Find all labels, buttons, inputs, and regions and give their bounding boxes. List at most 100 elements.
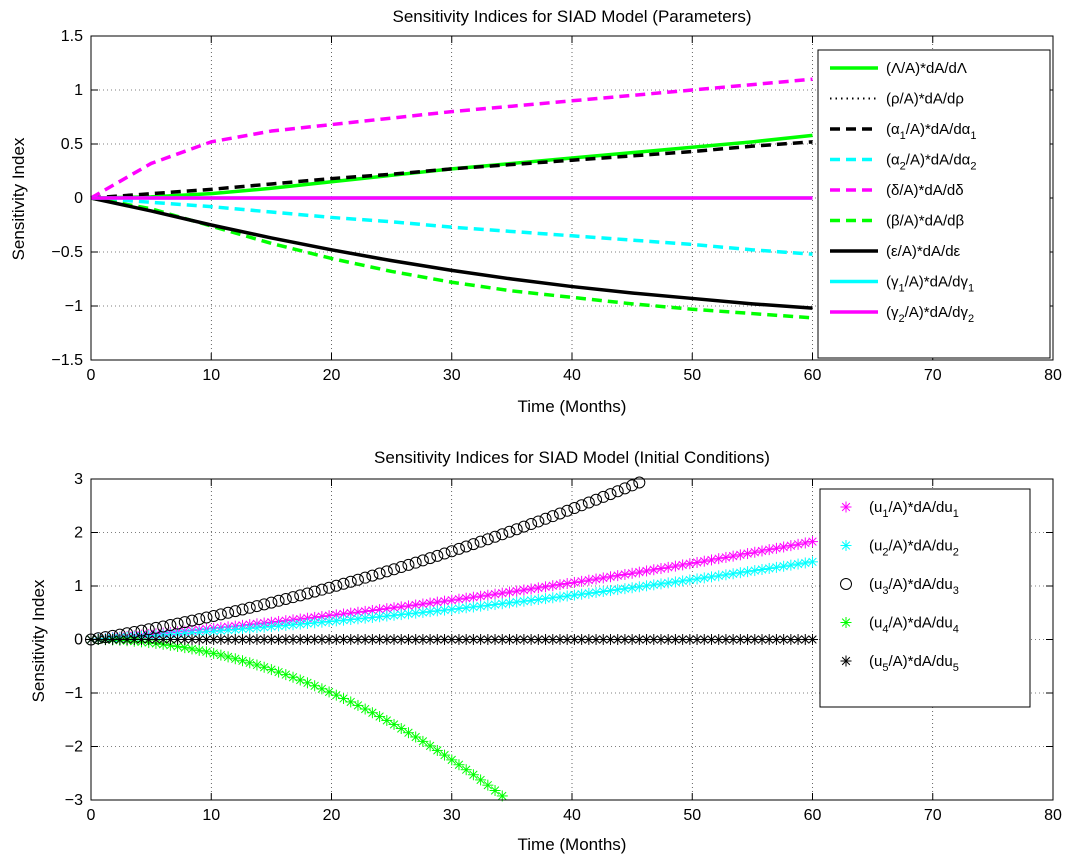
legend-item-3: (α1/A)*dA/dα1 [830, 121, 976, 142]
data-point [258, 661, 270, 673]
data-point [684, 558, 696, 570]
data-point [698, 572, 710, 584]
series-markers-5 [85, 634, 818, 645]
data-point [416, 554, 429, 567]
data-point [402, 558, 415, 571]
data-point [208, 647, 220, 659]
data-point [648, 564, 660, 576]
data-point [338, 692, 350, 704]
data-point [554, 591, 566, 603]
data-point [344, 575, 357, 588]
data-point [402, 727, 414, 739]
legend: (Λ/A)*dA/dΛ (ρ/A)*dA/dρ (α1/A)*dA/dα1 (α2/A… [817, 49, 1051, 359]
data-point [445, 545, 458, 558]
data-point [439, 749, 451, 761]
data-point [561, 504, 574, 517]
data-point [338, 614, 350, 626]
data-point [460, 540, 473, 553]
series-line-3 [90, 140, 813, 200]
data-point [590, 586, 602, 598]
data-point [374, 611, 386, 623]
data-point [496, 598, 508, 610]
legend-swatch [840, 655, 852, 667]
legend: (u1/A)*dA/du1 (u2/A)*dA/du2 (u3/A)*dA/du3 (… [819, 488, 1031, 708]
data-point [705, 554, 717, 566]
data-point [417, 606, 429, 618]
x-axis-label: Time (Months) [518, 397, 627, 416]
legend-label: (γ2/A)*dA/dγ2 [886, 304, 974, 325]
data-point [691, 556, 703, 568]
y-tick-label: −1.5 [51, 352, 83, 369]
data-point [691, 573, 703, 585]
data-point [756, 545, 768, 557]
legend-label: (α2/A)*dA/dα2 [886, 152, 976, 173]
data-point [799, 537, 811, 549]
data-point [200, 626, 212, 638]
data-point [792, 538, 804, 550]
data-point [381, 610, 393, 622]
data-point [684, 634, 696, 645]
data-point [265, 664, 277, 676]
legend-label: (u1/A)*dA/du1 [869, 499, 959, 520]
data-point [200, 646, 212, 658]
data-point [474, 535, 487, 548]
series-group [85, 476, 818, 802]
data-point [186, 614, 199, 627]
chart-title: Sensitivity Indices for SIAD Model (Para… [392, 7, 751, 26]
legend-label: (δ/A)*dA/dδ [886, 182, 964, 199]
series-line-4 [90, 196, 813, 256]
data-point [655, 578, 667, 590]
data-point [510, 523, 523, 536]
data-point [669, 560, 681, 572]
data-point [503, 525, 516, 538]
data-point [763, 544, 775, 556]
data-point [612, 570, 624, 582]
data-point [496, 587, 508, 599]
data-point [410, 607, 422, 619]
legend-label: (u3/A)*dA/du3 [869, 576, 959, 597]
data-point [576, 588, 588, 600]
data-point [633, 581, 645, 593]
data-point [482, 599, 494, 611]
data-point [720, 551, 732, 563]
data-point [799, 557, 811, 569]
data-point [547, 580, 559, 592]
legend-swatch [840, 578, 852, 590]
data-point [258, 621, 270, 633]
data-point [114, 634, 126, 645]
legend-label: (α1/A)*dA/dα1 [886, 121, 976, 142]
data-point [655, 563, 667, 575]
data-point [402, 608, 414, 620]
data-point [265, 621, 277, 633]
data-point [352, 606, 364, 618]
data-point [583, 587, 595, 599]
data-point [237, 655, 249, 667]
data-point [583, 574, 595, 586]
x-tick-label: 60 [804, 807, 822, 824]
legend-item-6: (β/A)*dA/dβ [830, 213, 964, 230]
data-point [648, 634, 660, 645]
data-point [143, 634, 155, 645]
data-point [287, 591, 300, 604]
data-point [424, 597, 436, 609]
data-point [337, 577, 350, 590]
data-point [597, 490, 610, 503]
y-tick-label: 0 [74, 190, 83, 207]
data-point [338, 608, 350, 620]
data-point [576, 575, 588, 587]
data-point [525, 594, 537, 606]
data-point [279, 593, 292, 606]
x-tick-label: 80 [1044, 807, 1062, 824]
data-point [431, 744, 443, 756]
data-point [323, 616, 335, 628]
data-point [316, 616, 328, 628]
data-point [150, 634, 162, 645]
x-tick-label: 70 [924, 807, 942, 824]
data-point [517, 520, 530, 533]
data-point [431, 605, 443, 617]
legend-label: (u4/A)*dA/du4 [869, 615, 959, 636]
data-point [561, 590, 573, 602]
data-point [92, 634, 104, 645]
data-point [308, 585, 321, 598]
data-point [677, 559, 689, 571]
